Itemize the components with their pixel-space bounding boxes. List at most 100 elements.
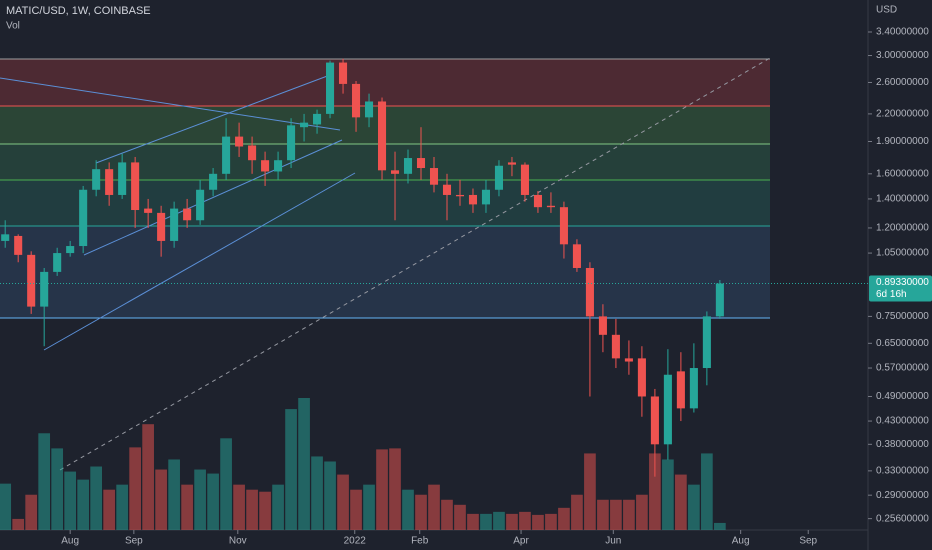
candle-body (40, 271, 49, 307)
x-tick-label: Apr (513, 536, 529, 547)
candle-body (144, 208, 153, 213)
volume-layer (0, 398, 726, 530)
y-tick-label: 1.20000000 (876, 223, 929, 234)
volume-bar (324, 461, 336, 530)
volume-bar (0, 483, 12, 530)
candle-body (209, 173, 218, 190)
volume-bar (675, 474, 687, 530)
candle-body (468, 194, 478, 205)
candle-layer (1, 58, 724, 477)
trend-line (83, 139, 343, 256)
candle-body (300, 122, 309, 128)
y-tick-label: 1.05000000 (876, 248, 929, 259)
volume-bar (623, 499, 635, 530)
fib-band (0, 226, 770, 318)
volume-bar (155, 469, 167, 530)
price-axis (868, 0, 932, 550)
x-tick-label: Aug (61, 536, 79, 547)
trend-line (95, 74, 331, 164)
chart-title: MATIC/USD, 1W, COINBASE (6, 5, 151, 17)
volume-bar (77, 479, 90, 530)
candle-body (352, 83, 361, 118)
candle-body (702, 316, 711, 369)
candle-body (572, 244, 581, 268)
plot-layer (0, 58, 726, 530)
candle-body (235, 136, 244, 147)
y-tick-label: 3.00000000 (876, 50, 929, 61)
candle-body (533, 194, 542, 208)
candle-body (157, 212, 166, 241)
candle-body (377, 101, 387, 171)
volume-bar (51, 448, 64, 530)
y-tick-label: 0.25600000 (876, 513, 929, 524)
y-axis-label: USD (876, 5, 897, 16)
volume-bar (181, 484, 193, 530)
volume-bar (376, 449, 388, 530)
candle-body (27, 254, 36, 307)
candle-body (66, 246, 75, 254)
last-price-badge (869, 275, 932, 302)
candle-body (1, 234, 10, 241)
candle-body (222, 136, 231, 174)
volume-bar (610, 499, 622, 530)
x-tick-label: Nov (229, 536, 247, 547)
candle-body (196, 189, 205, 221)
candle-body (92, 169, 101, 190)
volume-bar (688, 484, 700, 530)
x-tick-label: Sep (799, 536, 817, 547)
candle-body (339, 62, 348, 84)
candle-body (598, 316, 607, 335)
volume-label: Vol (6, 21, 20, 32)
y-tick-label: 0.57000000 (876, 363, 929, 374)
x-tick-label: Feb (411, 536, 429, 547)
volume-bar (532, 514, 544, 530)
candle-body (105, 169, 114, 195)
candle-body (403, 158, 413, 174)
y-tick-label: 0.43000000 (876, 416, 929, 427)
candle-body (429, 168, 439, 185)
candle-body (676, 371, 685, 409)
volume-bar (454, 504, 466, 530)
candle-body (637, 358, 646, 397)
y-tick-label: 0.49000000 (876, 391, 929, 402)
y-tick-label: 1.90000000 (876, 136, 929, 147)
volume-bar (64, 471, 77, 530)
trend-line (0, 77, 341, 131)
volume-bar (142, 424, 154, 530)
fib-band (0, 59, 770, 106)
candle-body (274, 160, 283, 172)
volume-bar (571, 494, 583, 530)
candle-body (287, 125, 296, 161)
volume-bar (701, 453, 713, 530)
candle-body (650, 396, 659, 445)
last-price-label: 0.89330000 (876, 277, 929, 288)
candle-body (559, 207, 568, 245)
y-tick-label: 0.29000000 (876, 490, 929, 501)
volume-bar (649, 453, 661, 530)
candle-body (416, 158, 426, 169)
volume-bar (220, 438, 232, 530)
candle-body (183, 208, 192, 221)
candle-body (53, 253, 62, 272)
volume-bar (25, 494, 38, 530)
volume-bar (168, 459, 180, 530)
volume-bar (90, 466, 103, 530)
volume-bar (363, 484, 375, 530)
candle-body (170, 208, 179, 241)
volume-bar (12, 518, 25, 530)
x-tick-label: Sep (125, 536, 143, 547)
volume-bar (350, 489, 362, 530)
volume-bar (246, 489, 258, 530)
volume-bar (207, 473, 219, 530)
candle-body (131, 162, 140, 211)
volume-bar (38, 433, 51, 530)
volume-bar (597, 499, 609, 530)
x-tick-label: Jun (605, 536, 621, 547)
volume-bar (129, 447, 141, 530)
trend-line (43, 172, 356, 351)
candle-body (79, 189, 88, 247)
candle-body (261, 160, 270, 172)
fib-drawing (0, 57, 771, 471)
